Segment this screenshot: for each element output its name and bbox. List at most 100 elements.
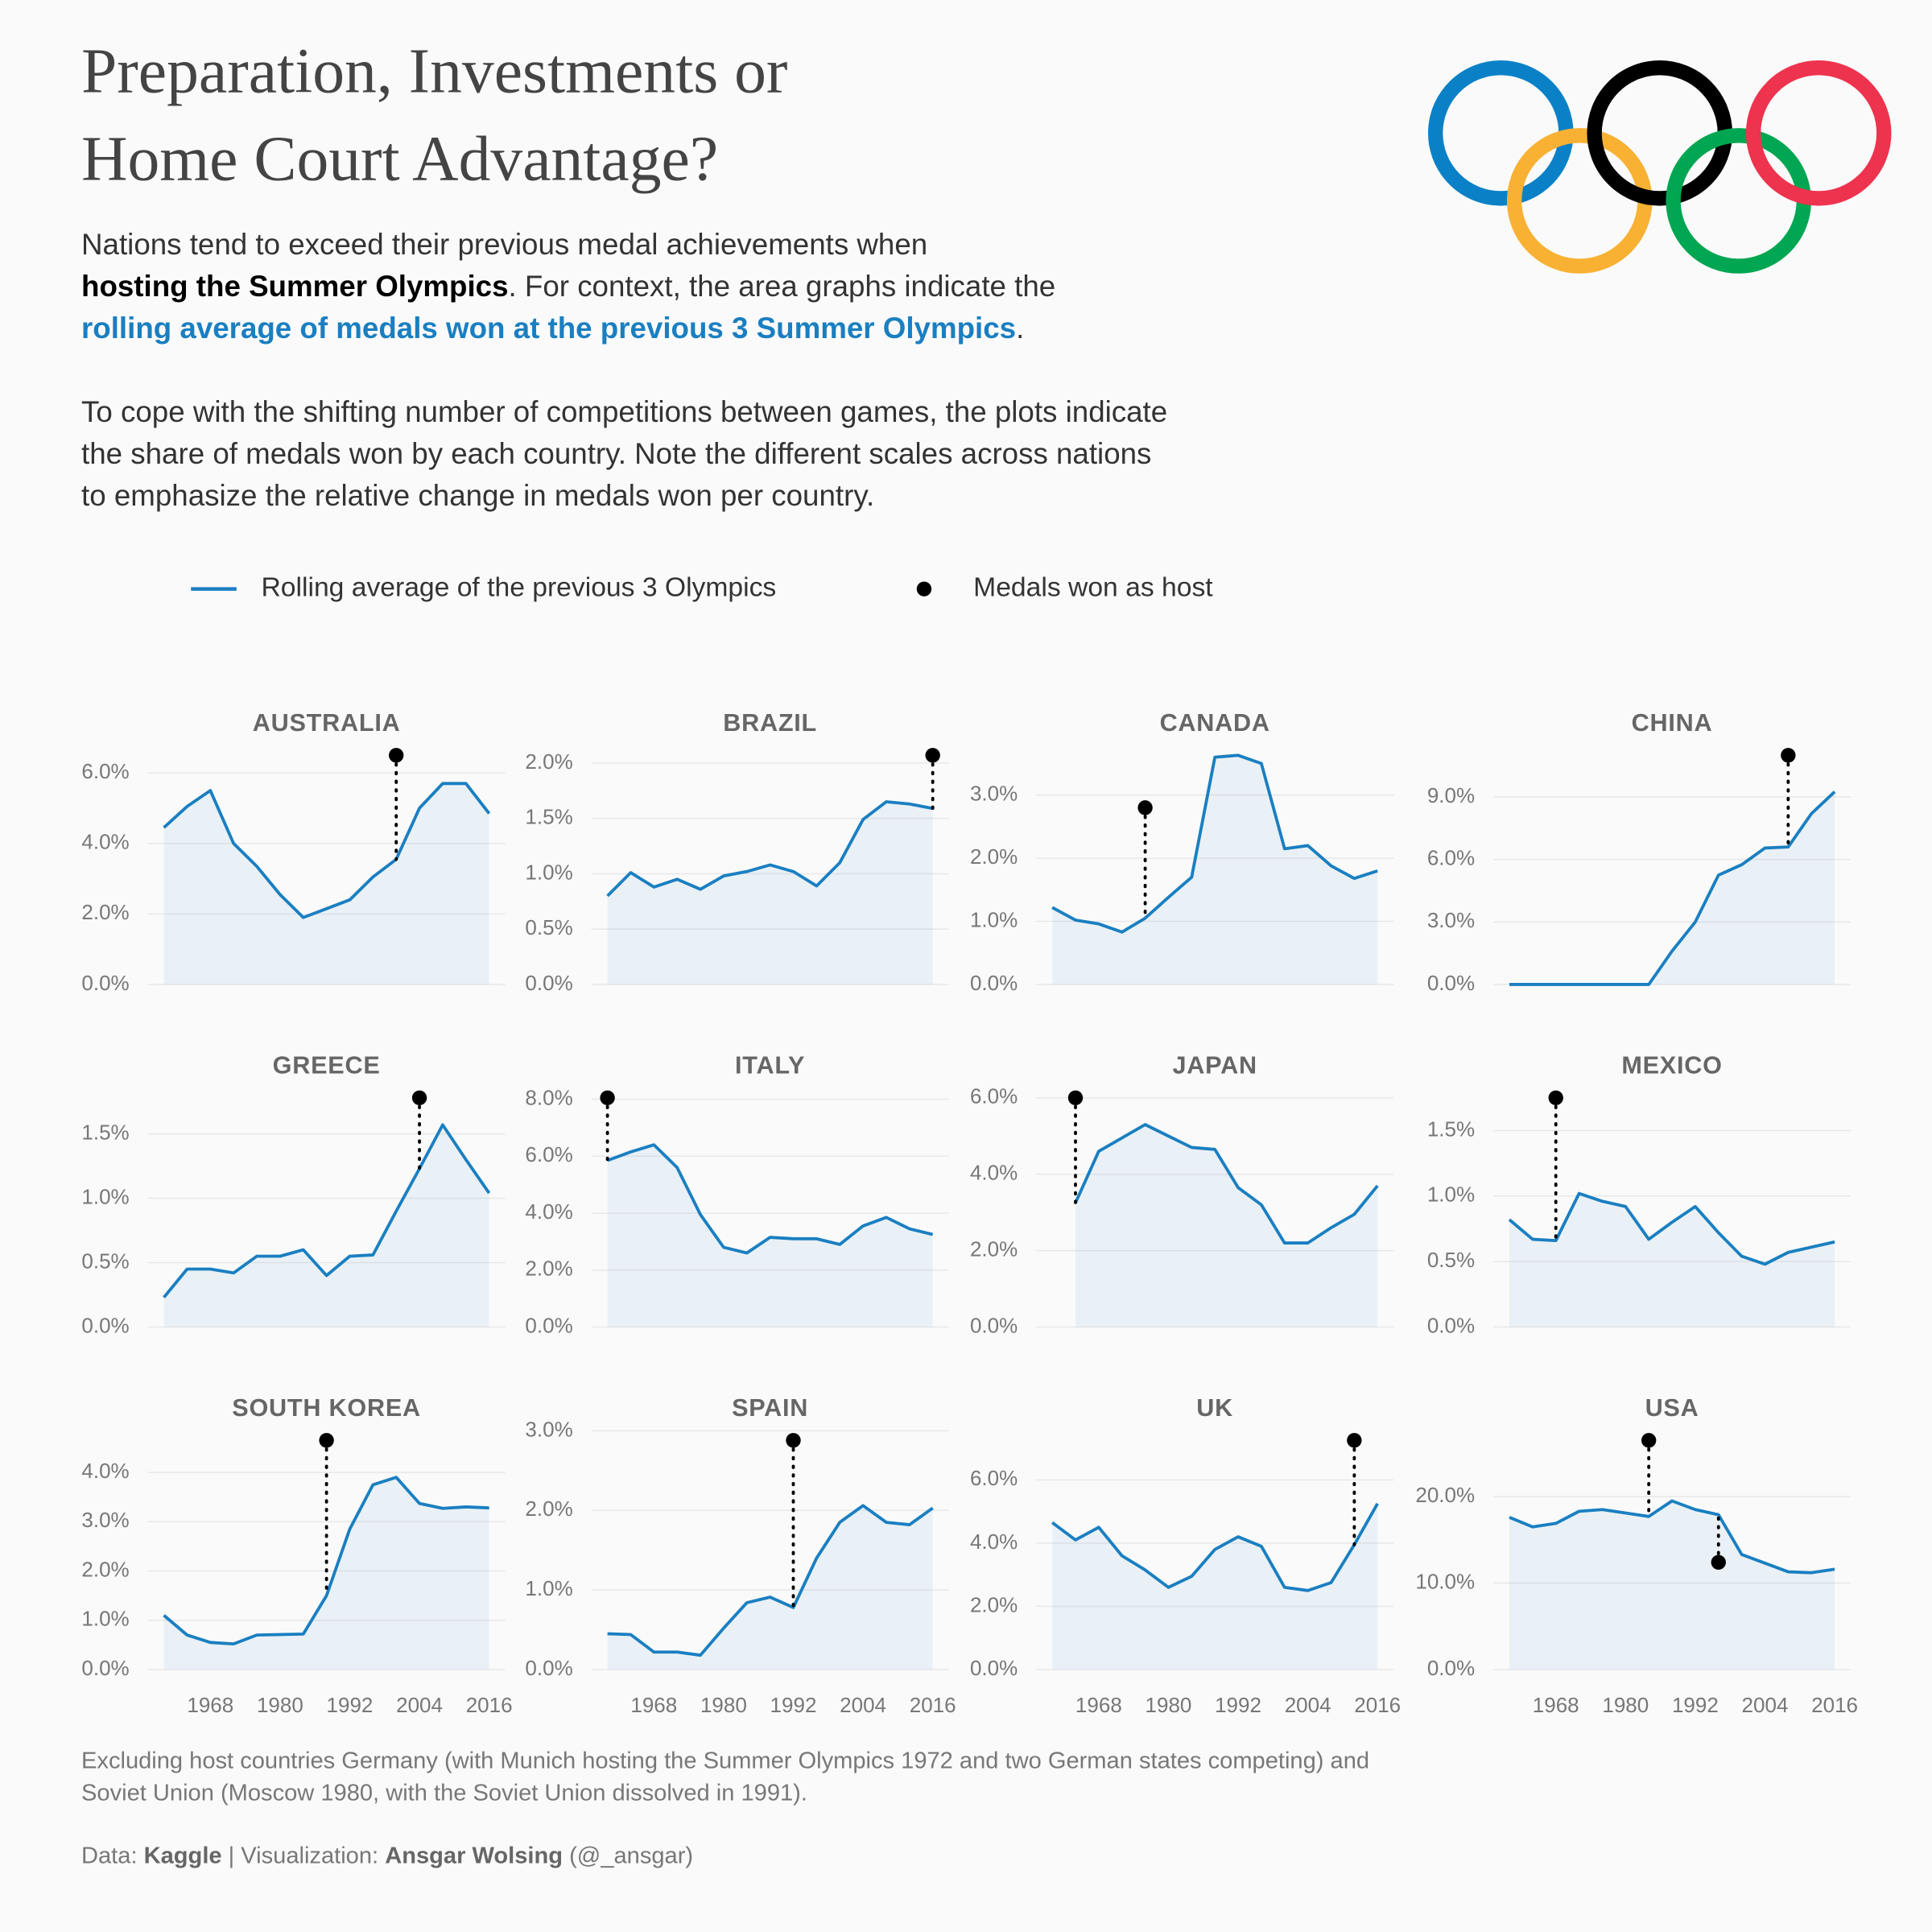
panel: SOUTH KOREA 0.0% 1.0% 2.0% 3.0% 4.0% 1968 1980 1… [81,1394,512,1717]
x-tick-label: 2016 [466,1693,513,1717]
line [163,1476,489,1646]
source: Kaggle [144,1843,222,1868]
panel-title: JAPAN [1173,1052,1257,1080]
line [606,800,934,898]
title: Home Court Advantage? [81,123,718,194]
y-tick-label: 2.0% [525,1496,572,1521]
panel-title: SOUTH KOREA [232,1394,421,1422]
y-tick-label: 3.0% [81,1508,129,1532]
line [1508,1191,1835,1266]
y-tick-label: 8.0% [525,1085,572,1109]
intro-text: rolling average of medals won at the pre… [81,312,1024,345]
highlight: hosting the Summer Olympics [81,270,509,303]
line [1051,753,1378,934]
line [163,1123,491,1298]
panel: JAPAN 0.0% 2.0% 4.0% 6.0% [970,1052,1394,1337]
area [1509,1501,1835,1670]
intro-text: hosting the Summer Olympics. For context… [81,270,1055,303]
host-dot [786,1433,801,1448]
x-tick-label: 1968 [1533,1693,1579,1717]
author: Ansgar Wolsing [385,1843,563,1868]
y-tick-label: 1.5% [1427,1117,1475,1141]
y-tick-label: 2.0% [970,1236,1018,1261]
area [607,1505,933,1670]
x-tick-label: 1980 [257,1693,303,1717]
panel-title: AUSTRALIA [253,709,401,737]
y-tick-label: 3.0% [525,1417,572,1441]
note-text: the share of medals won by each country.… [81,437,1151,470]
area [1075,1124,1378,1327]
host-dot [600,1090,615,1105]
y-tick-label: 2.0% [525,1257,572,1281]
y-tick-label: 20.0% [1415,1483,1475,1507]
area [1509,1193,1835,1327]
line [1509,1499,1835,1575]
panel-title: BRAZIL [723,709,817,737]
panel: MEXICO 0.0% 0.5% 1.0% 1.5% [1427,1052,1851,1337]
host-dot [389,748,404,763]
host-dot [1137,800,1153,815]
panel: UK 0.0% 2.0% 4.0% 6.0% 1968 1980 1992 2004 2016 [970,1394,1401,1717]
panel-title: USA [1645,1394,1699,1422]
y-tick-label: 1.0% [1427,1183,1475,1207]
caption: Data: Kaggle | Visualization: Ansgar Wol… [81,1843,693,1868]
host-dot [1711,1554,1726,1570]
line [1051,1502,1379,1592]
host-dot [1781,748,1796,763]
x-tick-label: 1980 [1146,1693,1192,1717]
y-tick-label: 3.0% [970,782,1018,806]
y-tick-label: 4.0% [81,1459,129,1483]
y-tick-label: 6.0% [81,759,129,783]
y-tick-label: 2.0% [970,1592,1018,1616]
x-tick-label: 2004 [840,1693,886,1717]
y-tick-label: 1.0% [81,1607,129,1631]
panel-title: MEXICO [1621,1052,1722,1080]
y-tick-label: 2.0% [525,749,572,774]
y-tick-label: 0.0% [1427,971,1475,995]
line [1074,1123,1379,1245]
y-tick-label: 0.0% [525,1656,572,1680]
y-tick-label: 4.0% [525,1199,572,1224]
y-tick-label: 4.0% [970,1161,1018,1185]
y-tick-label: 6.0% [525,1142,572,1166]
panel-title: GREECE [273,1052,381,1080]
y-tick-label: 0.0% [970,971,1018,995]
y-tick-label: 0.5% [1427,1248,1475,1272]
panel: USA 0.0% 10.0% 20.0% 1968 1980 1992 2004 2016 [1415,1394,1858,1717]
y-tick-label: 6.0% [970,1084,1018,1108]
x-tick-label: 1980 [700,1693,747,1717]
host-dot [925,748,940,763]
y-tick-label: 0.0% [81,971,129,995]
x-tick-label: 1992 [1215,1693,1261,1717]
x-tick-label: 1968 [1075,1693,1122,1717]
area [1052,755,1378,985]
panel-title: UK [1196,1394,1233,1422]
footnote: Soviet Union (Moscow 1980, with the Sovi… [81,1780,807,1806]
panel-title: CHINA [1632,709,1713,737]
y-tick-label: 4.0% [970,1530,1018,1554]
ring [1745,60,1892,206]
y-tick-label: 6.0% [970,1466,1018,1490]
line [606,1143,934,1255]
panel-title: SPAIN [732,1394,808,1422]
y-tick-label: 0.0% [525,1313,572,1337]
x-tick-label: 1992 [770,1693,817,1717]
host-dot [1067,1090,1084,1105]
legend-dot [916,581,932,597]
x-tick-label: 1968 [630,1693,677,1717]
olympic-rings [1427,60,1892,274]
area [1052,1503,1378,1670]
text: . For context, the area graphs indicate … [509,270,1056,303]
y-tick-label: 0.0% [81,1313,129,1337]
highlight: rolling average of medals won at the pre… [81,312,1016,345]
panel: CHINA 0.0% 3.0% 6.0% 9.0% [1427,709,1851,995]
x-tick-label: 2016 [1354,1693,1401,1717]
host-dot [319,1433,334,1448]
area [163,1477,489,1670]
y-tick-label: 1.0% [81,1184,129,1208]
area [607,1145,933,1327]
x-tick-label: 2016 [1811,1693,1858,1717]
y-tick-label: 4.0% [81,830,129,854]
area [1509,791,1835,985]
